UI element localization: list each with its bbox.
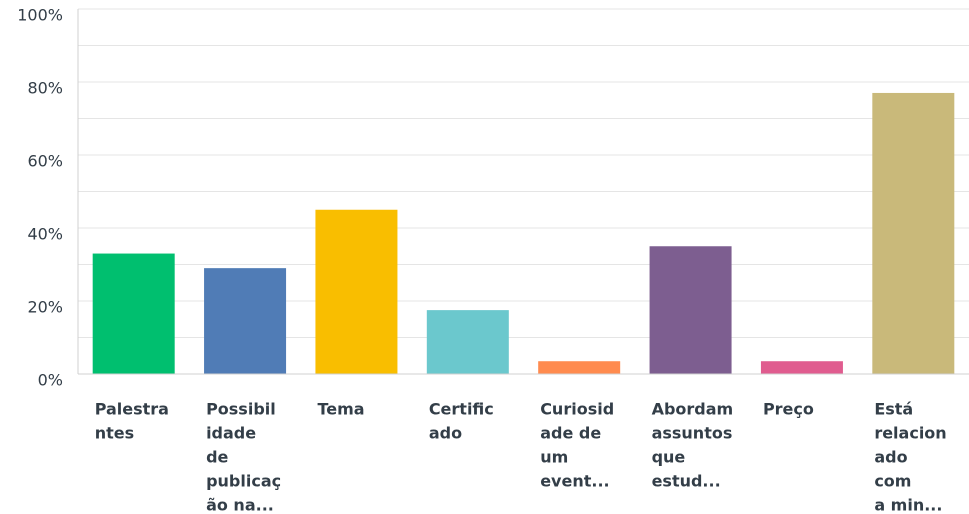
- bar: [315, 209, 398, 374]
- x-tick-label: Tema: [317, 400, 364, 419]
- y-tick-label: 100%: [17, 6, 63, 25]
- x-tick-label: estud...: [652, 472, 721, 491]
- x-tick-label: que: [652, 448, 686, 467]
- x-tick-label: ntes: [95, 424, 134, 443]
- x-tick-label: um: [540, 448, 568, 467]
- x-tick-label: assuntos: [652, 424, 733, 443]
- bar: [872, 92, 955, 374]
- x-tick-label: idade: [206, 424, 256, 443]
- x-tick-label: Preço: [763, 400, 814, 419]
- x-tick-label: relacion: [874, 424, 946, 443]
- x-tick-label: Certific: [429, 400, 494, 419]
- bar: [92, 253, 175, 374]
- x-tick-label: a min...: [874, 496, 942, 514]
- y-tick-label: 0%: [38, 371, 63, 390]
- y-tick-label: 20%: [27, 298, 63, 317]
- x-tick-label: Abordam: [652, 400, 734, 419]
- x-tick-label: Palestra: [95, 400, 169, 419]
- x-tick-label: Está: [874, 400, 913, 419]
- y-tick-label: 80%: [27, 79, 63, 98]
- x-tick-label: Curiosid: [540, 400, 614, 419]
- x-tick-label: ade de: [540, 424, 601, 443]
- x-tick-label: com: [874, 472, 911, 491]
- x-tick-label: publicaç: [206, 472, 281, 491]
- x-tick-label: ado: [874, 448, 907, 467]
- bar: [426, 310, 509, 374]
- y-tick-label: 60%: [27, 152, 63, 171]
- x-tick-label: ão na...: [206, 496, 274, 514]
- x-tick-label: Possibil: [206, 400, 276, 419]
- bar: [538, 361, 621, 374]
- x-tick-label: de: [206, 448, 228, 467]
- bar: [760, 361, 843, 374]
- y-tick-label: 40%: [27, 225, 63, 244]
- x-tick-label: ado: [429, 424, 462, 443]
- x-tick-label: event...: [540, 472, 609, 491]
- bar: [649, 246, 732, 374]
- bar: [204, 268, 287, 374]
